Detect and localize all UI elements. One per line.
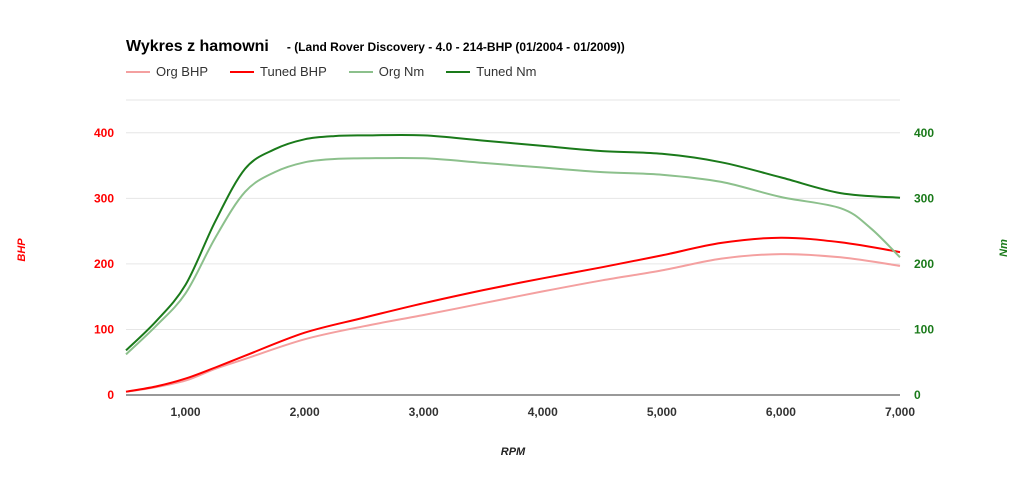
legend-swatch-org-bhp (126, 70, 150, 73)
x-tick-label: 2,000 (290, 405, 320, 419)
legend-swatch-tuned-nm (446, 70, 471, 73)
legend: Org BHP Tuned BHP Org Nm Tuned Nm (126, 64, 558, 79)
x-tick-label: 3,000 (409, 405, 439, 419)
y-tick-label-right: 300 (914, 191, 934, 205)
x-tick-label: 1,000 (171, 405, 201, 419)
y-tick-label-left: 0 (107, 388, 114, 402)
x-tick-label: 6,000 (766, 405, 796, 419)
legend-item-org-bhp[interactable]: Org BHP (126, 64, 208, 79)
series-group (125, 133, 901, 393)
series-line-tuned-bhp (125, 236, 901, 393)
series-line-org-nm (125, 156, 901, 356)
y-tick-label-right: 0 (914, 388, 921, 402)
legend-item-org-nm[interactable]: Org Nm (348, 64, 425, 79)
legend-item-tuned-nm[interactable]: Tuned Nm (446, 64, 536, 79)
y-tick-label-left: 300 (94, 191, 114, 205)
legend-label-tuned-nm: Tuned Nm (476, 64, 537, 79)
y-axis-title-left: BHP (16, 238, 28, 262)
series-line-tuned-nm (125, 133, 901, 352)
chart-subtitle: - (Land Rover Discovery - 4.0 - 214-BHP … (286, 40, 625, 54)
legend-swatch-org-nm (348, 70, 373, 73)
legend-swatch-tuned-bhp (230, 70, 255, 73)
y-tick-label-left: 200 (94, 257, 114, 271)
x-tick-label: 7,000 (885, 405, 915, 419)
series-line-org-bhp (125, 253, 901, 393)
grid (126, 99, 900, 396)
y-tick-label-right: 400 (914, 126, 934, 140)
legend-label-tuned-bhp: Tuned BHP (260, 64, 327, 79)
x-axis-title: RPM (501, 446, 526, 458)
y-tick-label-left: 100 (94, 322, 114, 336)
y-tick-label-right: 100 (914, 322, 934, 336)
chart-title: Wykres z hamowni - (Land Rover Discovery … (126, 38, 625, 56)
x-tick-label: 5,000 (647, 405, 677, 419)
y-tick-label-right: 200 (914, 257, 934, 271)
chart-title-main: Wykres z hamowni (126, 38, 269, 55)
legend-label-org-bhp: Org BHP (156, 64, 209, 79)
legend-item-tuned-bhp[interactable]: Tuned BHP (230, 64, 327, 79)
ticks-group: 0 100 200 300 400 0 100 200 300 400 1,000 2,000 3,00… (94, 126, 934, 419)
x-tick-label: 4,000 (528, 405, 558, 419)
legend-label-org-nm: Org Nm (378, 64, 425, 79)
y-axis-title-right: Nm (998, 239, 1010, 257)
y-tick-label-left: 400 (94, 126, 114, 140)
